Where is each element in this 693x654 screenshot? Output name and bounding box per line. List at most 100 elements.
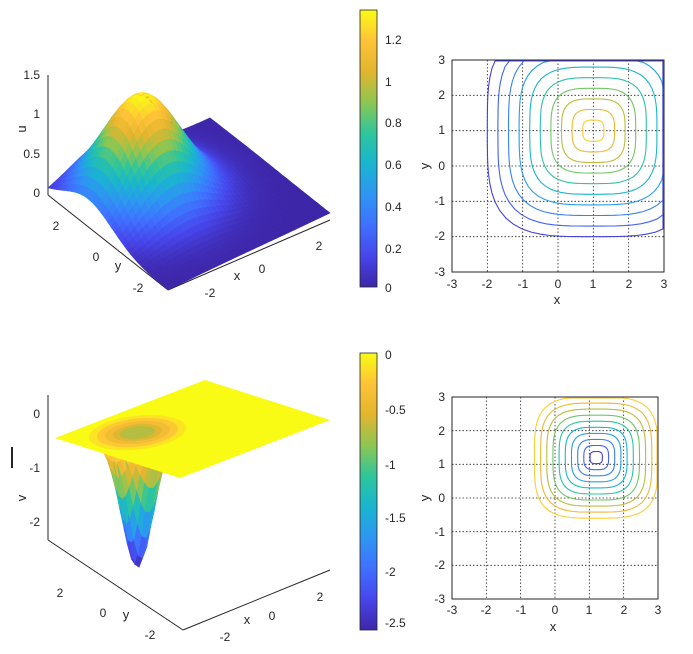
y-tick-label: 2: [57, 586, 64, 600]
y-axis-line: [47, 194, 169, 291]
y-tick-label: -2: [145, 628, 156, 642]
u-surface-mesh: [47, 92, 331, 291]
colorbar-tick-label: 1: [385, 75, 392, 89]
contour-plot-u: -3 -2 -1 0 1 2 3 x 3 2 1 0 -1 -2 -3 y: [417, 53, 668, 307]
x-ticks: -2 x 0 2: [220, 590, 324, 644]
x-tick-label: 3: [655, 603, 662, 617]
y-tick-label: 1: [438, 457, 445, 471]
z-tick-label: 0: [33, 407, 40, 421]
x-tick-label: 3: [661, 277, 668, 291]
x-tick-label: 2: [317, 590, 324, 604]
v-flat-sheet: [55, 380, 330, 478]
z-tick-label: 0: [33, 186, 40, 200]
y-ticks: 3 2 1 0 -1 -2 -3: [434, 390, 445, 606]
surface-plot-u: 1.5 1 0.5 0 u 2 0 y -2 -2 x 0 2: [14, 68, 331, 300]
x-tick-label: -1: [518, 277, 529, 291]
contour-plot-v: -3 -2 -1 0 1 2 3 x 3 2 1 0 -1 -2 -3 y: [417, 390, 662, 634]
v-surface-mesh: [88, 415, 187, 451]
y-tick-label: -3: [434, 592, 445, 606]
colorbar-tick-label: 0: [385, 281, 392, 295]
colorbar-tick-label: -1.5: [385, 511, 406, 525]
x-tick-label: -3: [447, 603, 458, 617]
z-tick-label: -1: [29, 461, 40, 475]
y-tick-label: 2: [53, 219, 60, 233]
colorbar-ticks: 0 -0.5 -1 -1.5 -2 -2.5: [385, 348, 406, 630]
contour-lines: [533, 397, 658, 519]
x-axis-line: [167, 219, 331, 291]
y-tick-label: 3: [438, 390, 445, 404]
x-tick-label: 0: [259, 262, 266, 276]
contour-line: [570, 432, 622, 483]
x-ticks: -3 -2 -1 0 1 2 3: [447, 603, 662, 617]
y-tick-label: 0: [438, 159, 445, 173]
x-axis-label: x: [244, 612, 251, 627]
colorbar-u: 1.2 1 0.8 0.6 0.4 0.2 0: [359, 9, 402, 295]
y-tick-label: -1: [434, 194, 445, 208]
colorbar-tick-label: -1: [385, 458, 396, 472]
contour-line: [540, 402, 653, 513]
x-tick-label: 0: [269, 609, 276, 623]
contour-grid: [452, 397, 658, 599]
y-tick-label: 2: [438, 424, 445, 438]
contour-line: [486, 60, 664, 238]
x-axis-label: x: [234, 268, 241, 283]
colorbar-tick-label: 0.6: [385, 158, 402, 172]
z-ticks: 1.5 1 0.5 0: [23, 68, 40, 200]
x-tick-label: 1: [590, 277, 597, 291]
colorbar-tick-label: -2: [385, 565, 396, 579]
z-axis-label: v: [14, 494, 29, 501]
y-ticks: 2 0 y -2: [57, 586, 156, 642]
z-tick-label: 1: [33, 107, 40, 121]
contour-line: [550, 87, 637, 174]
x-tick-label: 0: [555, 277, 562, 291]
y-ticks: 2 0 y -2: [53, 219, 144, 295]
y-tick-label: 2: [438, 88, 445, 102]
surface-plot-v: 0 -1 -2 v 2 0 y -2 -2 x 0 2: [11, 380, 331, 644]
y-axis-label: y: [417, 162, 432, 169]
colorbar-gradient: [359, 352, 378, 631]
x-axis-line: [182, 569, 331, 631]
x-tick-label: -2: [205, 286, 216, 300]
x-axis-label: x: [554, 292, 561, 307]
y-tick-label: 3: [438, 53, 445, 67]
contour-line: [560, 98, 626, 164]
colorbar-tick-label: 0: [385, 348, 392, 362]
colorbar-tick-label: 0.2: [385, 242, 402, 256]
y-tick-label: -2: [133, 281, 144, 295]
contour-line: [533, 397, 658, 519]
contour-line: [529, 66, 658, 195]
x-tick-label: 2: [316, 239, 323, 253]
z-axis-label: u: [14, 125, 29, 132]
contour-line: [564, 426, 628, 489]
x-ticks: -3 -2 -1 0 1 2 3: [447, 277, 668, 291]
colorbar-ticks: 1.2 1 0.8 0.6 0.4 0.2 0: [385, 33, 402, 295]
y-axis-label: y: [123, 607, 130, 622]
x-tick-label: 2: [621, 603, 628, 617]
x-tick-label: 1: [586, 603, 593, 617]
z-ticks: 0 -1 -2: [29, 407, 40, 529]
z-tick-label: 0.5: [23, 147, 40, 161]
y-tick-label: 0: [93, 250, 100, 264]
contour-line: [539, 77, 647, 185]
x-tick-label: -2: [482, 277, 493, 291]
y-axis-label: y: [115, 258, 122, 273]
colorbar-tick-label: -0.5: [385, 403, 406, 417]
x-tick-label: 0: [552, 603, 559, 617]
colorbar-tick-label: 1.2: [385, 33, 402, 47]
colorbar-gradient: [359, 9, 378, 288]
x-tick-label: 2: [626, 277, 633, 291]
colorbar-tick-label: 0.8: [385, 116, 402, 130]
hole-opening: [119, 426, 156, 440]
surface-cell: [321, 210, 331, 216]
contour-line: [582, 119, 605, 142]
contour-line: [558, 420, 634, 495]
contour-line: [571, 108, 616, 153]
colorbar-v: 0 -0.5 -1 -1.5 -2 -2.5: [359, 348, 406, 631]
y-tick-label: -3: [434, 265, 445, 279]
colorbar-tick-label: -2.5: [385, 616, 406, 630]
contour-line: [552, 414, 641, 501]
x-ticks: -2 x 0 2: [205, 239, 323, 300]
y-axis-line: [47, 539, 184, 631]
x-tick-label: -2: [220, 630, 231, 644]
z-tick-label: -2: [29, 515, 40, 529]
